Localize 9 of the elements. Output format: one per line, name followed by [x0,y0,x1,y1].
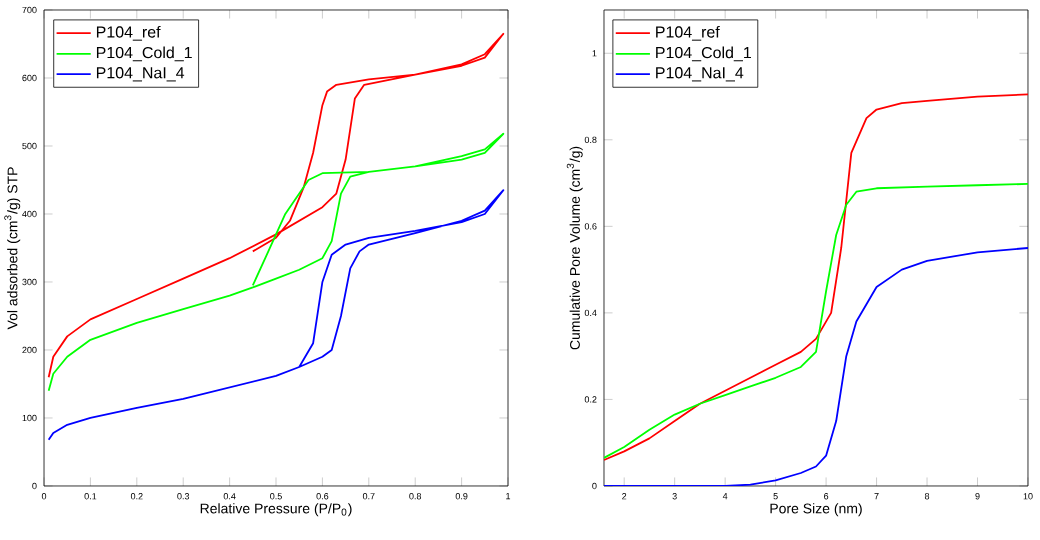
legend-label: P104_Cold_1 [96,46,192,62]
line-series [604,183,1028,459]
legend-label: P104_ref [96,25,161,41]
legend-label: P104_NaI_4 [96,67,185,82]
line-series [47,132,505,392]
legend-label: P104_Cold_1 [656,46,751,62]
legend-label: P104_NaI_4 [656,67,744,82]
line-series [604,93,1028,461]
legend-label: P104_ref [656,25,720,41]
